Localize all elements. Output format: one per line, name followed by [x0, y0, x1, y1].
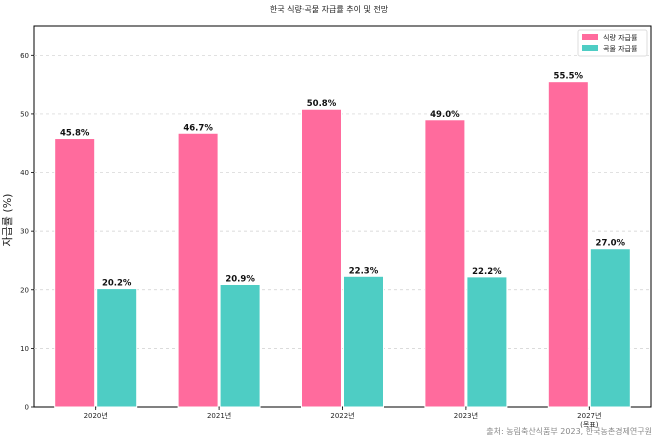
x-tick-label-note: (목표) — [580, 421, 599, 429]
legend-label-grain: 곡물 자급률 — [603, 44, 638, 53]
x-axis-ticks: 2020년 2021년 2022년 2023년 2027년(목표) — [84, 407, 601, 429]
legend: 식량 자급률 곡물 자급률 — [577, 29, 648, 57]
legend-swatch-grain — [582, 45, 598, 51]
bar-food-self-sufficiency — [54, 138, 96, 408]
data-label: 27.0% — [596, 239, 626, 249]
y-tick-label: 40 — [20, 169, 29, 177]
bar-food-self-sufficiency — [177, 132, 219, 408]
data-label: 22.2% — [472, 267, 502, 277]
bar-grain-self-sufficiency — [466, 276, 508, 408]
bar-food-self-sufficiency — [301, 108, 342, 408]
bar-food-self-sufficiency — [424, 119, 466, 408]
x-tick-label: 2020년 — [84, 411, 108, 420]
data-label: 50.8% — [307, 99, 337, 109]
data-label: 46.7% — [183, 123, 213, 133]
y-axis-label: 자급률 (%) — [1, 194, 14, 247]
x-tick-label: 2022년 — [330, 411, 354, 420]
x-tick-label: 2023년 — [454, 411, 478, 420]
y-tick-label: 60 — [20, 52, 29, 60]
bars — [54, 81, 631, 408]
data-label: 55.5% — [554, 72, 584, 82]
bar-grain-self-sufficiency — [343, 275, 384, 408]
y-tick-label: 50 — [20, 110, 29, 118]
bar-labels: 45.8% 20.2% 46.7% 20.9% 50.8% 22.3% 49.0% 22.2%… — [60, 72, 626, 289]
bar-food-self-sufficiency — [547, 81, 589, 408]
y-tick-label: 10 — [20, 345, 29, 353]
y-axis-ticks: 0 10 20 30 40 50 60 — [20, 52, 34, 412]
x-tick-label: 2021년 — [207, 411, 231, 420]
bar-grain-self-sufficiency — [96, 288, 138, 408]
source-note: 출처: 농림축산식품부 2023, 한국농촌경제연구원 — [486, 426, 652, 436]
data-label: 20.9% — [225, 274, 255, 284]
x-tick-label: 2027년 — [577, 411, 601, 420]
legend-swatch-food — [582, 34, 598, 40]
y-tick-label: 20 — [20, 286, 29, 294]
data-label: 22.3% — [349, 266, 379, 276]
chart-title: 한국 식량·곡물 자급률 추이 및 전망 — [270, 4, 389, 14]
data-label: 49.0% — [430, 110, 460, 120]
data-label: 20.2% — [102, 279, 132, 289]
y-tick-label: 0 — [25, 404, 29, 412]
y-tick-label: 30 — [20, 228, 29, 236]
legend-label-food: 식량 자급률 — [603, 33, 638, 42]
bar-grain-self-sufficiency — [589, 248, 631, 408]
bar-grain-self-sufficiency — [219, 283, 261, 408]
data-label: 45.8% — [60, 129, 90, 139]
